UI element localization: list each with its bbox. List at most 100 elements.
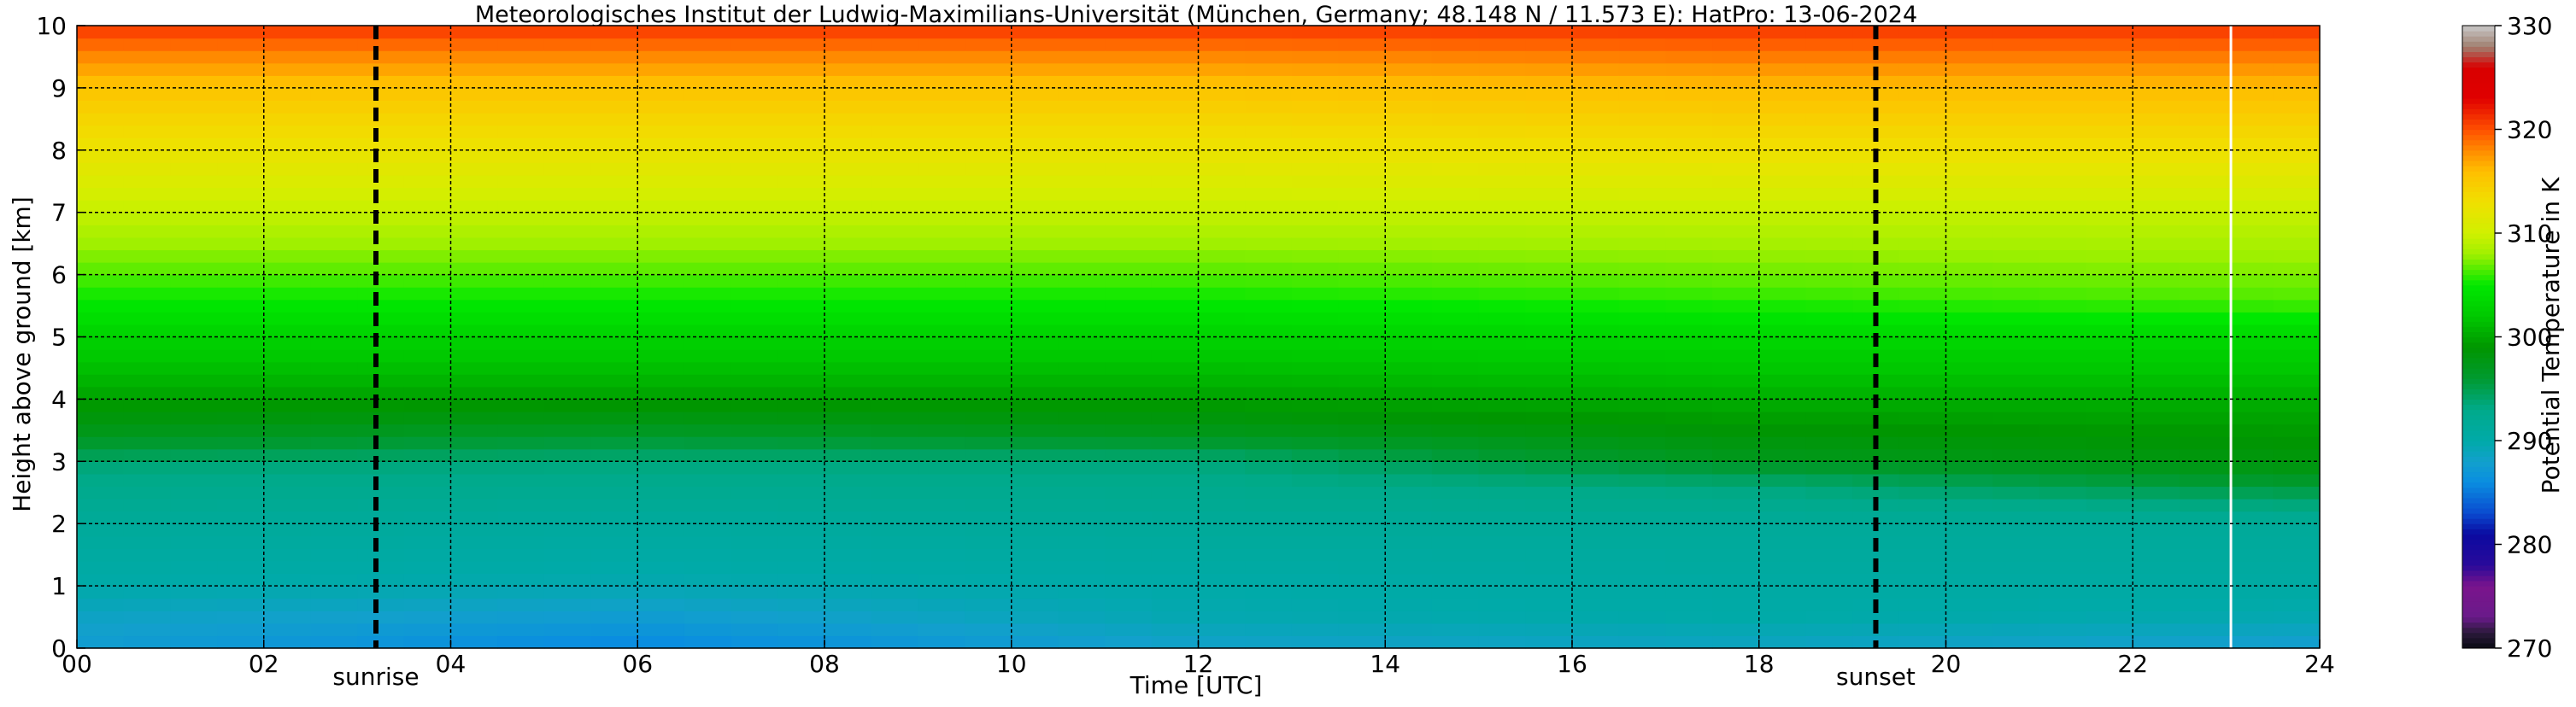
heatmap-cell — [1758, 461, 1807, 475]
heatmap-cell — [403, 38, 452, 51]
heatmap-cell — [1245, 598, 1293, 611]
heatmap-cell — [403, 137, 452, 151]
heatmap-cell — [1431, 411, 1480, 425]
x-tick-label: 10 — [996, 650, 1027, 678]
heatmap-cell — [1572, 486, 1620, 500]
heatmap-cell — [871, 149, 918, 163]
heatmap-cell — [123, 187, 171, 201]
heatmap-cell — [357, 26, 405, 39]
heatmap-cell — [1385, 424, 1433, 437]
heatmap-cell — [1338, 598, 1386, 611]
heatmap-cell — [1338, 87, 1386, 102]
heatmap-cell — [1151, 560, 1200, 575]
heatmap-cell — [590, 635, 638, 649]
heatmap-cell — [123, 486, 171, 500]
heatmap-cell — [1478, 424, 1526, 437]
heatmap-cell — [497, 137, 545, 151]
heatmap-cell — [1758, 622, 1807, 637]
heatmap-cell — [123, 174, 171, 189]
heatmap-cell — [450, 87, 498, 102]
heatmap-cell — [77, 436, 125, 450]
heatmap-cell — [170, 548, 218, 562]
heatmap-cell — [918, 386, 965, 400]
heatmap-cell — [1805, 511, 1853, 524]
heatmap-cell — [2273, 324, 2321, 338]
heatmap-cell — [77, 26, 125, 39]
heatmap-cell — [1945, 448, 1993, 462]
heatmap-cell — [637, 87, 685, 102]
heatmap-cell — [1245, 336, 1293, 350]
heatmap-cell — [871, 622, 918, 637]
heatmap-cell — [1525, 361, 1573, 375]
heatmap-cell — [1712, 225, 1760, 238]
heatmap-cell — [777, 486, 825, 500]
heatmap-cell — [497, 448, 545, 462]
heatmap-cell — [1245, 274, 1293, 288]
heatmap-cell — [170, 75, 218, 89]
heatmap-cell — [357, 312, 405, 325]
heatmap-cell — [1712, 361, 1760, 375]
y-tick-label: 2 — [51, 510, 67, 538]
heatmap-cell — [918, 299, 965, 313]
heatmap-cell — [731, 212, 778, 225]
heatmap-cell — [263, 225, 312, 238]
heatmap-cell — [497, 511, 545, 524]
heatmap-cell — [1011, 38, 1059, 51]
heatmap-cell — [2086, 374, 2133, 388]
heatmap-cell — [1945, 162, 1993, 176]
heatmap-cell — [1151, 113, 1200, 126]
heatmap-cell — [2039, 137, 2087, 151]
heatmap-cell — [1712, 535, 1760, 549]
heatmap-cell — [1992, 573, 2040, 587]
heatmap-cell — [1898, 548, 1947, 562]
heatmap-cell — [1431, 361, 1480, 375]
heatmap-cell — [1058, 274, 1106, 288]
heatmap-cell — [1712, 149, 1760, 163]
heatmap-cell — [1758, 187, 1807, 201]
heatmap-cell — [357, 424, 405, 437]
heatmap-cell — [310, 586, 358, 599]
heatmap-cell — [637, 635, 685, 649]
heatmap-cell — [2179, 312, 2227, 325]
colorbar-segment — [2462, 336, 2495, 343]
heatmap-cell — [1992, 424, 2040, 437]
heatmap-cell — [1618, 461, 1666, 475]
heatmap-cell — [2039, 386, 2087, 400]
heatmap-cell — [2086, 448, 2133, 462]
heatmap-cell — [1898, 361, 1947, 375]
heatmap-cell — [1151, 573, 1200, 587]
heatmap-cell — [918, 75, 965, 89]
heatmap-cell — [2179, 386, 2227, 400]
heatmap-cell — [543, 461, 592, 475]
heatmap-cell — [77, 448, 125, 462]
heatmap-cell — [1338, 200, 1386, 213]
heatmap-cell — [824, 436, 872, 450]
heatmap-cell — [450, 100, 498, 114]
heatmap-cell — [2039, 411, 2087, 425]
heatmap-cell — [263, 486, 312, 500]
heatmap-cell — [1198, 174, 1246, 189]
heatmap-cell — [1898, 200, 1947, 213]
heatmap-cell — [637, 448, 685, 462]
heatmap-cell — [731, 349, 778, 363]
heatmap-cell — [497, 174, 545, 189]
heatmap-cell — [217, 125, 265, 138]
heatmap-cell — [1618, 113, 1666, 126]
heatmap-cell — [123, 212, 171, 225]
heatmap-cell — [2226, 573, 2274, 587]
heatmap-cell — [1105, 411, 1153, 425]
heatmap-cell — [1992, 336, 2040, 350]
heatmap-cell — [77, 237, 125, 251]
colorbar-segment — [2462, 186, 2495, 192]
heatmap-cell — [1898, 113, 1947, 126]
heatmap-cell — [1805, 100, 1853, 114]
heatmap-cell — [1898, 287, 1947, 301]
heatmap-cell — [2133, 212, 2180, 225]
heatmap-cell — [590, 113, 638, 126]
heatmap-cell — [450, 274, 498, 288]
heatmap-cell — [543, 38, 592, 51]
heatmap-cell — [1011, 535, 1059, 549]
heatmap-cell — [1058, 212, 1106, 225]
heatmap-cell — [1618, 137, 1666, 151]
heatmap-cell — [310, 75, 358, 89]
